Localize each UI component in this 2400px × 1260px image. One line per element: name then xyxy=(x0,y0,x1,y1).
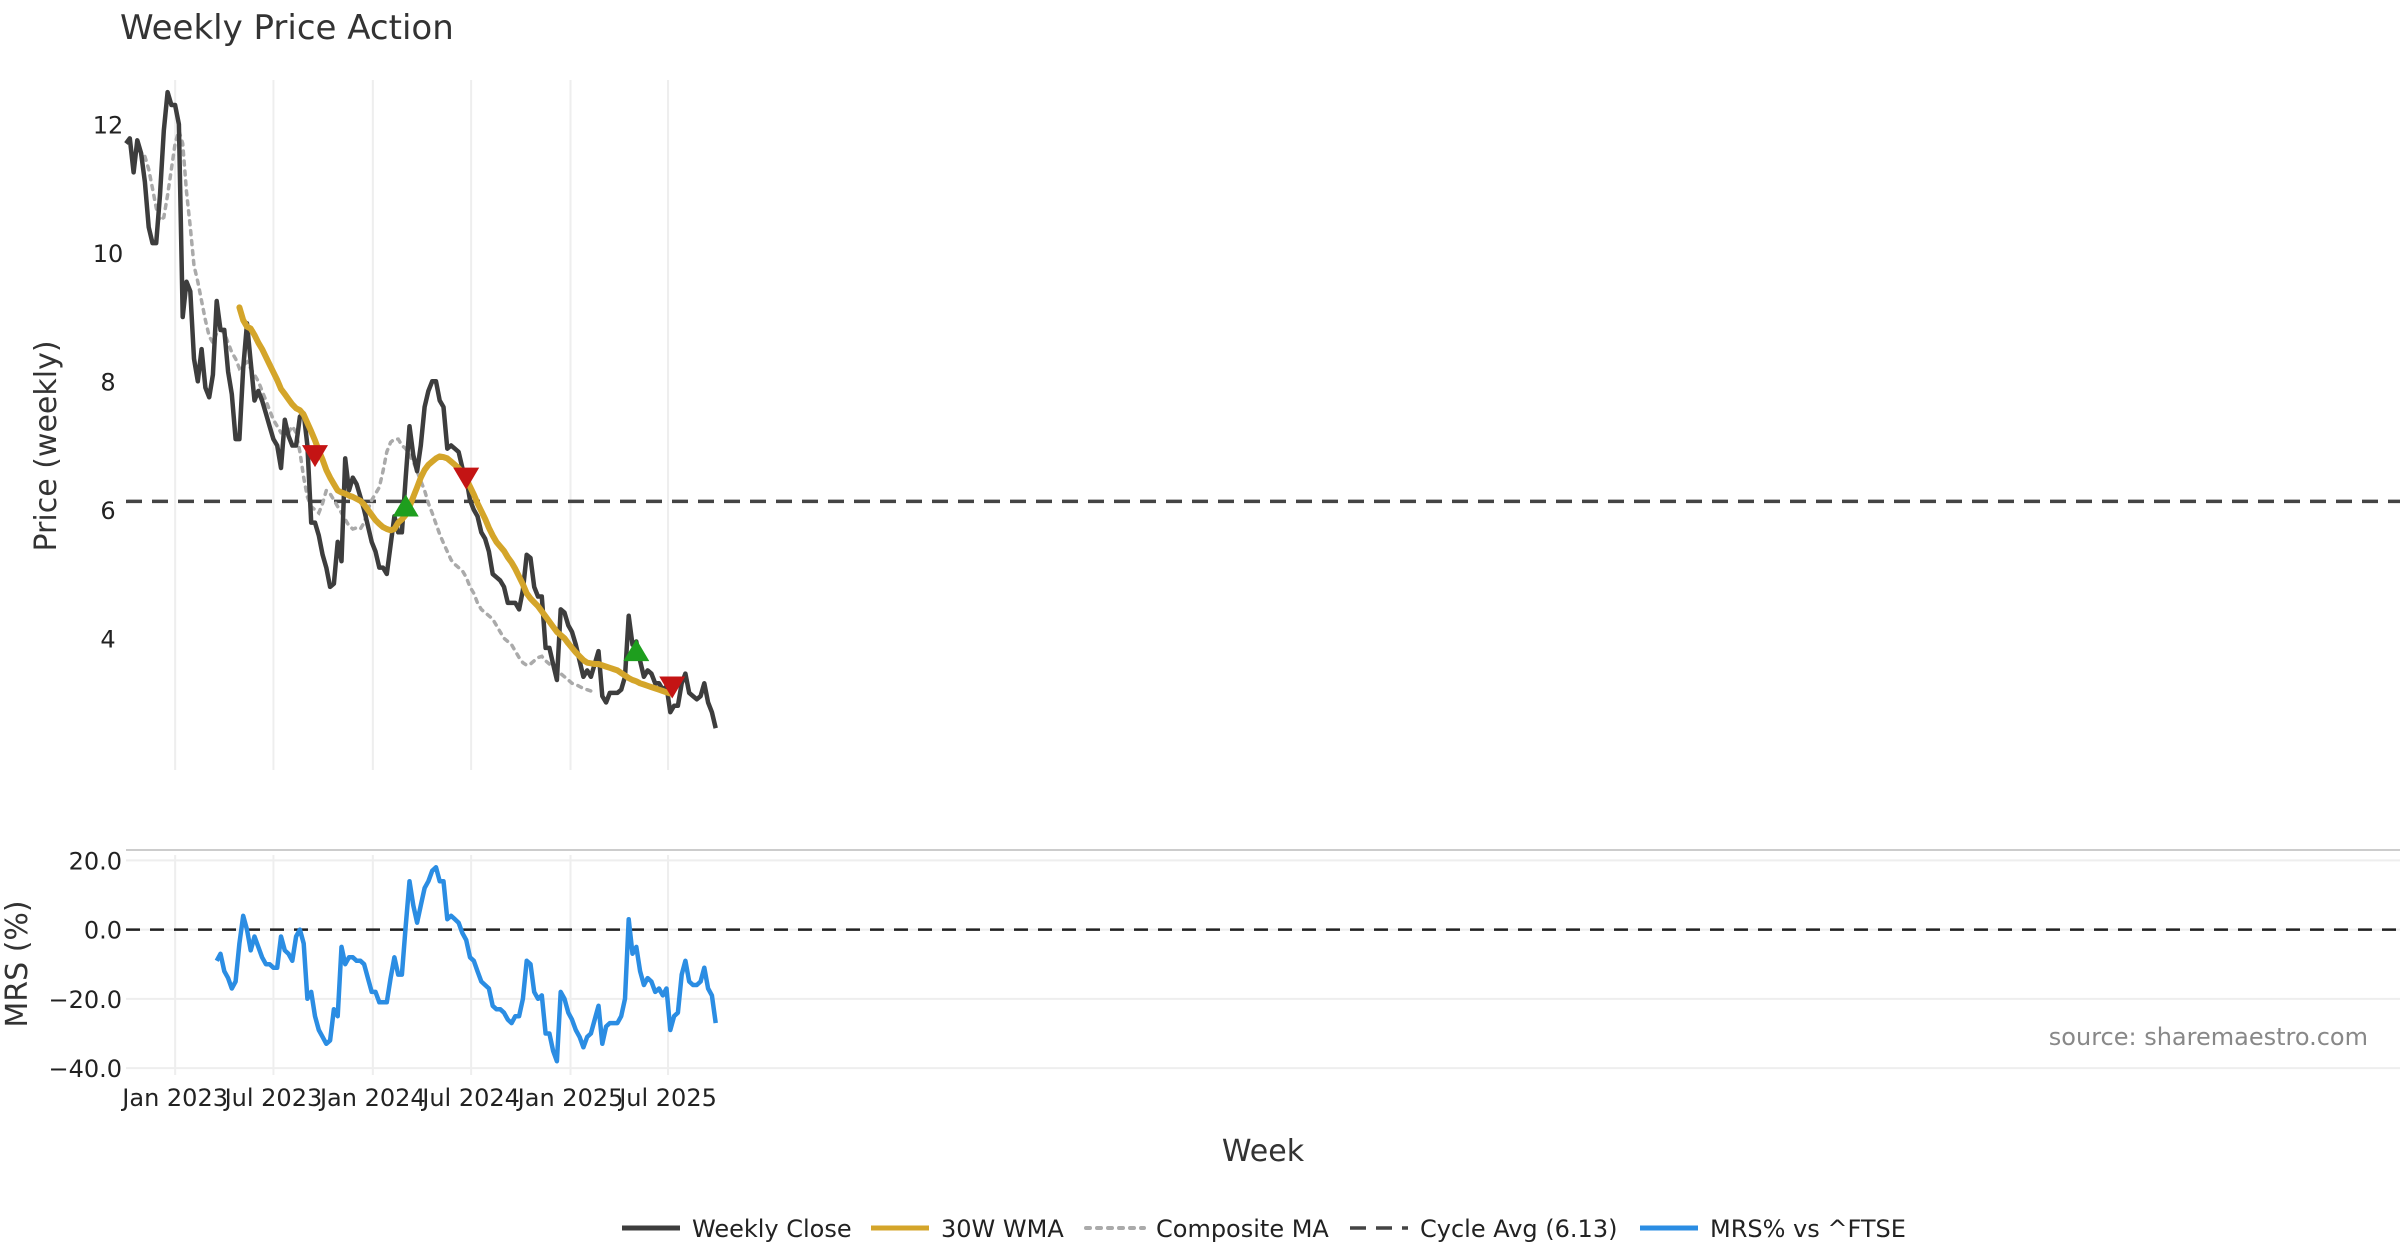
source-label: source: sharemaestro.com xyxy=(2049,1023,2368,1051)
mrs-y-tick-label: −40.0 xyxy=(48,1055,122,1083)
mrs-panel: 20.0 0.0 −20.0 −40.0 MRS (%) source: sharem… xyxy=(0,847,2400,1083)
legend-label: 30W WMA xyxy=(941,1215,1064,1243)
composite-ma-line xyxy=(143,124,597,695)
mrs-line xyxy=(214,865,718,1064)
price-y-tick-label: 8 xyxy=(100,368,115,396)
price-y-tick-label: 4 xyxy=(100,625,115,653)
mrs-gridlines xyxy=(126,855,2400,1075)
mrs-y-axis-label: MRS (%) xyxy=(0,900,35,1027)
legend: Weekly Close 30W WMA Composite MA Cycle Avg… xyxy=(622,1215,1906,1243)
x-tick-label: Jul 2024 xyxy=(420,1084,520,1112)
mrs-y-tick-label: 20.0 xyxy=(69,847,122,875)
x-tick-label: Jan 2023 xyxy=(120,1084,228,1112)
legend-item: MRS% vs ^FTSE xyxy=(1640,1215,1906,1243)
sell-signal-marker xyxy=(453,467,480,490)
x-tick-label: Jan 2025 xyxy=(516,1084,624,1112)
price-panel: 4 6 8 10 12 Price (weekly) xyxy=(29,80,2400,770)
x-axis-label: Week xyxy=(1222,1134,1305,1169)
wma-30w-line xyxy=(236,304,674,697)
legend-item: Composite MA xyxy=(1084,1215,1329,1243)
legend-label: Weekly Close xyxy=(692,1215,852,1243)
price-series xyxy=(124,89,2400,729)
mrs-series xyxy=(126,865,2400,1064)
x-tick-label: Jan 2024 xyxy=(318,1084,426,1112)
buy-signal-marker xyxy=(392,494,419,517)
x-tick-label: Jul 2025 xyxy=(617,1084,717,1112)
price-y-tick-label: 12 xyxy=(93,111,124,139)
x-tick-label: Jul 2023 xyxy=(223,1084,323,1112)
price-y-tick-label: 10 xyxy=(93,240,124,268)
legend-item: 30W WMA xyxy=(871,1215,1064,1243)
legend-label: Cycle Avg (6.13) xyxy=(1420,1215,1617,1243)
mrs-y-ticks: 20.0 0.0 −20.0 −40.0 xyxy=(48,847,122,1083)
chart-title: Weekly Price Action xyxy=(120,8,454,48)
sell-signal-marker xyxy=(302,445,328,468)
price-y-ticks: 4 6 8 10 12 xyxy=(93,111,124,653)
legend-label: Composite MA xyxy=(1156,1215,1329,1243)
sell-signal-marker xyxy=(659,676,686,699)
mrs-y-tick-label: 0.0 xyxy=(84,917,122,945)
legend-label: MRS% vs ^FTSE xyxy=(1710,1215,1906,1243)
buy-signal-marker xyxy=(623,639,650,662)
price-signals xyxy=(302,445,686,699)
price-gridlines xyxy=(174,80,670,770)
weekly-close-line xyxy=(124,89,718,729)
mrs-y-tick-label: −20.0 xyxy=(48,986,122,1014)
price-y-axis-label: Price (weekly) xyxy=(29,340,64,551)
legend-item: Weekly Close xyxy=(622,1215,852,1243)
legend-item: Cycle Avg (6.13) xyxy=(1350,1215,1617,1243)
price-y-tick-label: 6 xyxy=(100,497,115,525)
